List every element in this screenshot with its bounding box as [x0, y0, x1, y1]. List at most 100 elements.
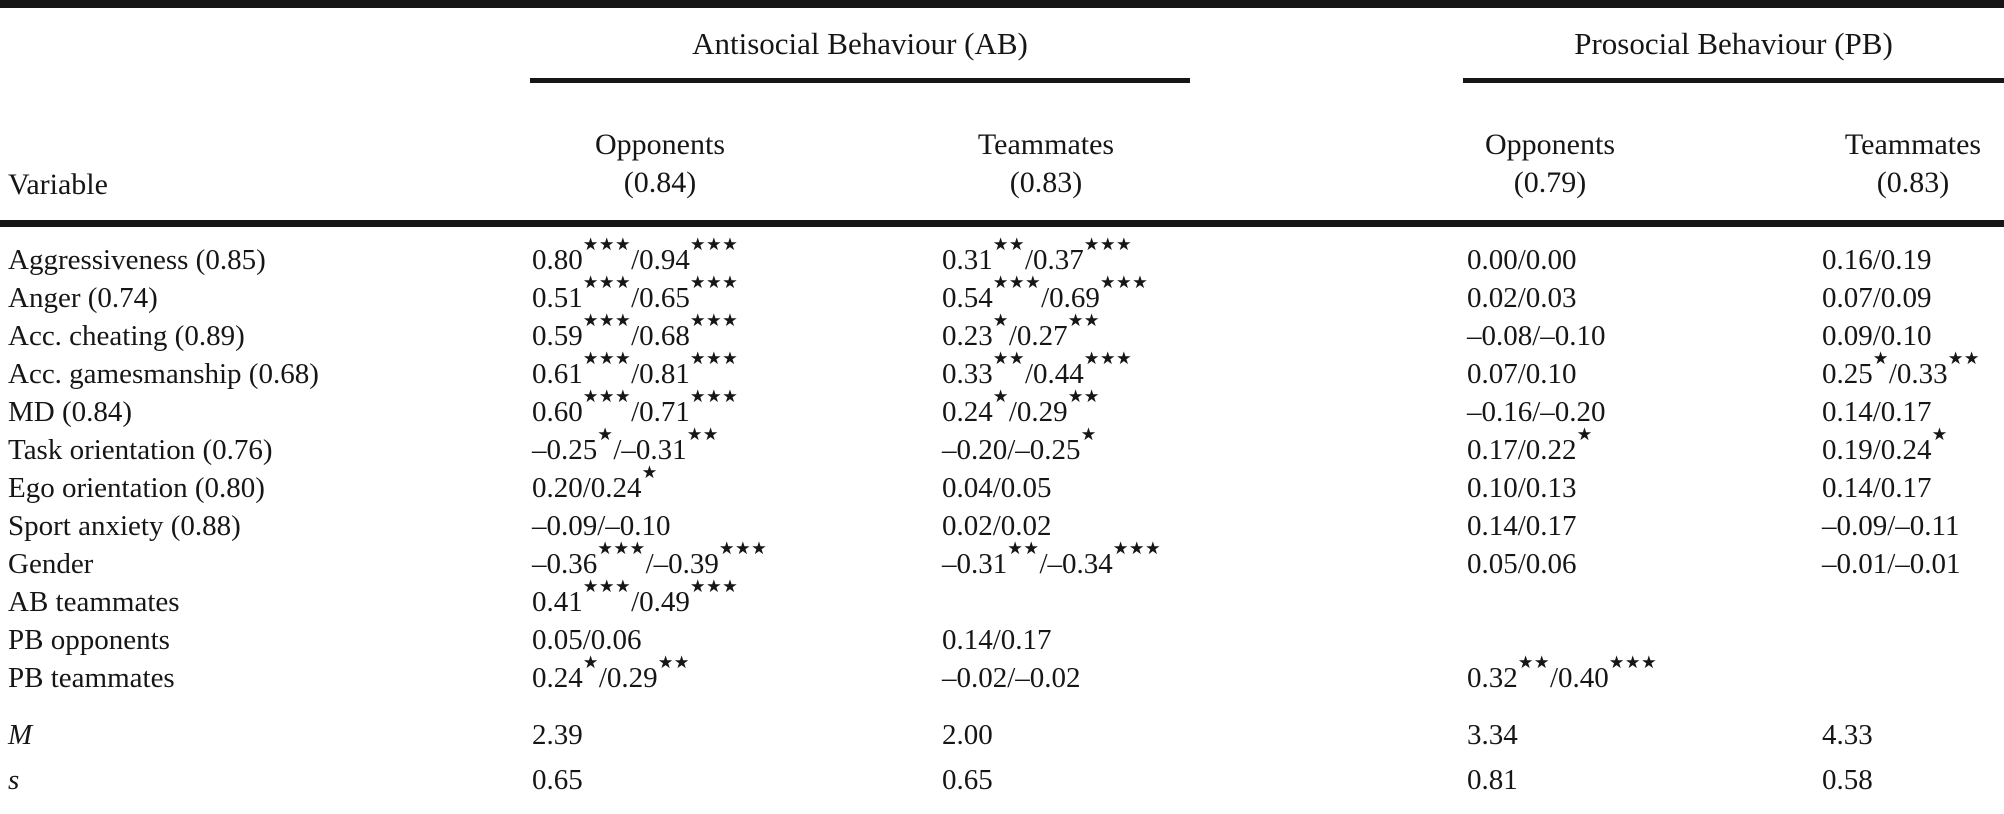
correlation-cell: 0.65 — [942, 764, 993, 796]
correlation-cell: 0.58 — [1822, 764, 1873, 796]
correlation-cell: 0.05/0.06 — [1467, 547, 1577, 580]
variable-label: Ego orientation (0.80) — [8, 471, 265, 504]
group-header-row: Antisocial Behaviour (AB) Prosocial Beha… — [0, 8, 2004, 108]
correlation-cell: –0.36★★★/–0.39★★★ — [532, 537, 768, 580]
variable-label: Aggressiveness (0.85) — [8, 243, 266, 276]
correlation-cell: 0.17/0.22★ — [1467, 423, 1593, 466]
correlation-cell: 0.07/0.09 — [1822, 281, 1932, 314]
column-header-teammates-2: Teammates (0.83) — [928, 108, 1455, 227]
correlation-cell: –0.25★/–0.31★★ — [532, 423, 719, 466]
correlation-cell: 0.24★/0.29★★ — [942, 385, 1100, 428]
correlation-cell: 0.41★★★/0.49★★★ — [532, 575, 739, 618]
group-header-cell-ab: Antisocial Behaviour (AB) — [520, 8, 1455, 108]
correlation-cell: 0.60★★★/0.71★★★ — [532, 385, 739, 428]
correlation-cell: 0.23★/0.27★★ — [942, 309, 1100, 352]
correlation-cell: –0.16/–0.20 — [1467, 395, 1606, 428]
table-row: PB teammates 0.24★/0.29★★ –0.02/–0.02 0.32★… — [0, 651, 2004, 697]
correlation-cell: 0.02/0.03 — [1467, 281, 1577, 314]
correlation-cell: 0.32★★/0.40★★★ — [1467, 651, 1658, 694]
group-spanner-ab: Antisocial Behaviour (AB) — [530, 8, 1190, 83]
correlation-cell: 0.07/0.10 — [1467, 357, 1577, 390]
variable-label: s — [8, 764, 20, 796]
correlation-cell: 3.34 — [1467, 719, 1518, 751]
table-row: Sport anxiety (0.88) –0.09/–0.10 0.02/0.02… — [0, 507, 2004, 545]
variable-label: Sport anxiety (0.88) — [8, 509, 241, 542]
correlation-cell: –0.09/–0.11 — [1822, 509, 1960, 542]
correlation-cell: 0.00/0.00 — [1467, 243, 1577, 276]
correlation-cell: 0.10/0.13 — [1467, 471, 1577, 504]
table-row: Task orientation (0.76) –0.25★/–0.31★★ –0.… — [0, 423, 2004, 469]
variable-label: Acc. gamesmanship (0.68) — [8, 357, 319, 390]
column-header-teammates-4: Teammates (0.83) — [1815, 108, 2004, 227]
correlation-cell: –0.01/–0.01 — [1822, 547, 1961, 580]
column-alpha: (0.84) — [623, 166, 697, 199]
correlation-cell: 0.02/0.02 — [942, 509, 1052, 542]
table-row: Anger (0.74) 0.51★★★/0.65★★★ 0.54★★★/0.69★… — [0, 271, 2004, 317]
variable-label: AB teammates — [8, 585, 180, 618]
correlation-table: Antisocial Behaviour (AB) Prosocial Beha… — [0, 8, 2004, 814]
correlation-cell: 0.31★★/0.37★★★ — [942, 233, 1133, 276]
correlation-cell: 0.54★★★/0.69★★★ — [942, 271, 1149, 314]
correlation-cell: 0.14/0.17 — [1822, 395, 1932, 428]
correlation-cell: 0.09/0.10 — [1822, 319, 1932, 352]
variable-label: Acc. cheating (0.89) — [8, 319, 245, 352]
correlation-cell: 0.14/0.17 — [1467, 509, 1577, 542]
column-header-opponents-3: Opponents (0.79) — [1455, 108, 1815, 227]
column-header-block: Teammates (0.83) — [1823, 126, 2003, 202]
column-alpha: (0.79) — [1513, 166, 1587, 199]
group-label-prosocial: Prosocial Behaviour (PB) — [1574, 26, 1893, 61]
group-spanner-pb: Prosocial Behaviour (PB) — [1463, 8, 2004, 83]
correlation-cell: 0.14/0.17 — [1822, 471, 1932, 504]
correlation-cell: 0.20/0.24★ — [532, 461, 658, 504]
correlation-cell: 0.05/0.06 — [532, 623, 642, 656]
correlation-cell: 0.25★/0.33★★ — [1822, 347, 1980, 390]
correlation-cell: 0.24★/0.29★★ — [532, 651, 690, 694]
column-name: Opponents — [1485, 128, 1615, 161]
variable-label: Anger (0.74) — [8, 281, 158, 314]
variable-label: PB teammates — [8, 661, 175, 694]
group-label-antisocial: Antisocial Behaviour (AB) — [692, 26, 1028, 61]
correlation-cell: 0.61★★★/0.81★★★ — [532, 347, 739, 390]
correlation-cell — [1815, 659, 2004, 697]
table-row: Acc. cheating (0.89) 0.59★★★/0.68★★★ 0.23★… — [0, 309, 2004, 355]
table-row: MD (0.84) 0.60★★★/0.71★★★ 0.24★/0.29★★ –0.1… — [0, 385, 2004, 431]
column-alpha: (0.83) — [1876, 166, 1950, 199]
correlation-cell: –0.08/–0.10 — [1467, 319, 1606, 352]
variable-label: MD (0.84) — [8, 395, 133, 428]
correlation-cell — [1815, 583, 2004, 621]
column-header-block: Opponents (0.79) — [1460, 126, 1640, 202]
column-header-block: Opponents (0.84) — [570, 126, 750, 202]
correlation-cell: 0.04/0.05 — [942, 471, 1052, 504]
table-row: PB opponents 0.05/0.06 0.14/0.17 — [0, 621, 2004, 659]
column-name: Opponents — [595, 128, 725, 161]
table-body: Aggressiveness (0.85) 0.80★★★/0.94★★★ 0.31… — [0, 224, 2004, 814]
variable-label: Task orientation (0.76) — [8, 433, 273, 466]
correlation-cell: 0.14/0.17 — [942, 623, 1052, 656]
correlation-cell — [1815, 621, 2004, 659]
correlation-cell — [928, 583, 1455, 621]
table-row: Acc. gamesmanship (0.68) 0.61★★★/0.81★★★ 0… — [0, 347, 2004, 393]
column-name: Teammates — [1844, 128, 1982, 161]
correlation-cell: 0.81 — [1467, 764, 1518, 796]
correlation-cell: 4.33 — [1822, 719, 1873, 751]
table-row: s 0.65 0.65 0.81 0.58 — [0, 758, 2004, 814]
column-header-row: Variable Opponents (0.84) Teammates (0.83) O… — [0, 108, 2004, 227]
table-row: Aggressiveness (0.85) 0.80★★★/0.94★★★ 0.31… — [0, 224, 2004, 280]
table-row: M 2.39 2.00 3.34 4.33 — [0, 697, 2004, 758]
correlation-cell: 2.00 — [942, 719, 993, 751]
variable-label: Gender — [8, 547, 94, 580]
correlation-cell: 0.16/0.19 — [1822, 243, 1932, 276]
correlation-cell — [1455, 583, 1815, 621]
table-row: Gender –0.36★★★/–0.39★★★ –0.31★★/–0.34★★★ 0… — [0, 537, 2004, 583]
correlation-cell: 0.51★★★/0.65★★★ — [532, 271, 739, 314]
column-header-opponents-1: Opponents (0.84) — [520, 108, 928, 227]
correlation-cell: 0.80★★★/0.94★★★ — [532, 233, 739, 276]
correlation-cell: –0.02/–0.02 — [942, 661, 1081, 694]
column-alpha: (0.83) — [1009, 166, 1083, 199]
correlation-cell: –0.09/–0.10 — [532, 509, 671, 542]
table-row: AB teammates 0.41★★★/0.49★★★ — [0, 575, 2004, 621]
variable-column-header: Variable — [0, 108, 520, 227]
correlation-cell: 0.65 — [532, 764, 583, 796]
group-header-spacer — [0, 8, 520, 108]
